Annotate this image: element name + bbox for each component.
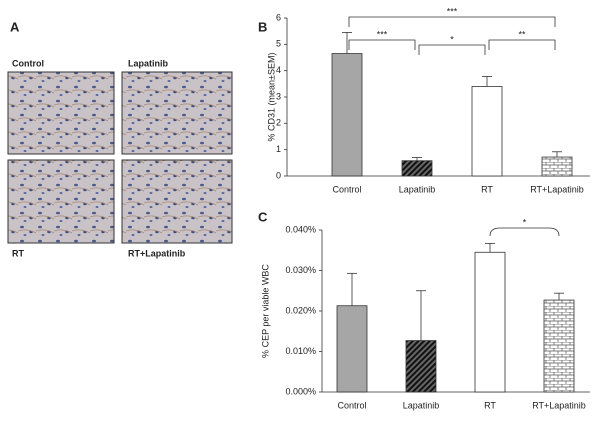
micrograph: [7, 71, 115, 155]
x-tick-label: Control: [337, 400, 366, 410]
bar: [543, 299, 575, 393]
panel-label: C: [258, 209, 268, 224]
image-label: Control: [12, 58, 44, 68]
x-tick-label: RT: [484, 400, 496, 410]
panel-label: B: [258, 19, 267, 34]
y-tick-label: 0: [276, 170, 281, 180]
y-tick-label: 0.030%: [285, 265, 316, 275]
significance-bracket: [348, 16, 556, 27]
x-tick-label: Lapatinib: [403, 400, 440, 410]
y-tick-label: 0.040%: [285, 224, 316, 234]
y-axis-label: % CD31 (mean±SEM): [266, 53, 276, 142]
panel-a: Control Lapatinib RT RT+Lapatinib: [7, 58, 233, 258]
y-tick-label: 0.010%: [285, 346, 316, 356]
significance-label: *: [523, 217, 527, 227]
bar: [331, 53, 363, 177]
x-tick-label: Control: [332, 184, 361, 194]
bar: [336, 305, 368, 393]
y-tick-label: 3: [276, 91, 281, 101]
x-tick-label: Lapatinib: [399, 184, 436, 194]
bar: [405, 340, 437, 393]
significance-bracket: [489, 227, 560, 237]
x-tick-label: RT+Lapatinib: [530, 184, 584, 194]
significance-label: *: [450, 34, 454, 44]
y-tick-label: 1: [276, 144, 281, 154]
micrograph: [121, 159, 233, 244]
significance-label: ***: [377, 29, 388, 39]
micrograph: [121, 71, 233, 155]
y-tick-label: 4: [276, 65, 281, 75]
significance-bracket: [348, 39, 416, 50]
y-tick-label: 0.000%: [285, 386, 316, 396]
y-tick-label: 2: [276, 118, 281, 128]
significance-bracket: [488, 39, 556, 50]
bar: [401, 160, 433, 177]
image-label: RT: [12, 248, 24, 258]
bar: [471, 86, 503, 177]
micrograph: [7, 159, 115, 244]
x-tick-label: RT: [481, 184, 493, 194]
image-label: RT+Lapatinib: [128, 248, 186, 258]
y-tick-label: 6: [276, 12, 281, 22]
y-tick-label: 5: [276, 39, 281, 49]
bar: [474, 251, 506, 393]
panel-label: A: [10, 19, 20, 34]
y-axis-label: % CEP per viable WBC: [260, 264, 270, 358]
significance-label: **: [518, 29, 526, 39]
bar: [541, 156, 573, 177]
image-label: Lapatinib: [128, 58, 169, 68]
significance-label: ***: [447, 6, 458, 16]
significance-bracket: [418, 44, 486, 55]
y-tick-label: 0.020%: [285, 305, 316, 315]
x-tick-label: RT+Lapatinib: [532, 400, 586, 410]
